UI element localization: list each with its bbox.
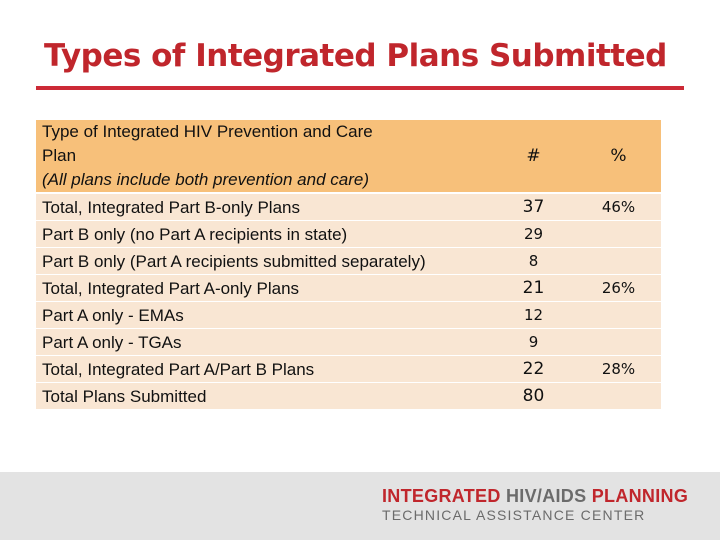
row-percent xyxy=(576,328,661,356)
row-label: Total, Integrated Part A/Part B Plans xyxy=(36,355,491,383)
header-type-cell: Type of Integrated HIV Prevention and Ca… xyxy=(36,120,491,194)
header-percent: % xyxy=(576,120,661,194)
row-count: 29 xyxy=(491,220,576,248)
logo-word-hiv-aids: HIV/AIDS xyxy=(505,486,587,506)
row-count: 8 xyxy=(491,247,576,275)
row-percent xyxy=(576,382,661,410)
row-label: Total, Integrated Part B-only Plans xyxy=(36,193,491,221)
row-count: 22 xyxy=(491,355,576,383)
table-row: Part B only (Part A recipients submitted… xyxy=(36,247,661,275)
table-row: Part A only - EMAs 12 xyxy=(36,301,661,329)
header-type-line2: Plan xyxy=(42,146,77,165)
header-type-line1: Type of Integrated HIV Prevention and Ca… xyxy=(42,122,373,141)
logo-word-integrated: INTEGRATED xyxy=(382,486,501,506)
itac-logo: INTEGRATED HIV/AIDS PLANNING xyxy=(382,486,688,507)
row-label: Total, Integrated Part A-only Plans xyxy=(36,274,491,302)
table-row: Part B only (no Part A recipients in sta… xyxy=(36,220,661,248)
table-row: Part A only - TGAs 9 xyxy=(36,328,661,356)
page-title: Types of Integrated Plans Submitted xyxy=(44,38,667,74)
table-row: Total Plans Submitted 80 xyxy=(36,382,661,410)
row-label: Part A only - TGAs xyxy=(36,328,491,356)
logo-subtitle: TECHNICAL ASSISTANCE CENTER xyxy=(382,507,646,523)
row-label: Part A only - EMAs xyxy=(36,301,491,329)
row-percent xyxy=(576,247,661,275)
row-label: Part B only (no Part A recipients in sta… xyxy=(36,220,491,248)
row-label: Total Plans Submitted xyxy=(36,382,491,410)
row-count: 80 xyxy=(491,382,576,410)
row-count: 21 xyxy=(491,274,576,302)
row-count: 9 xyxy=(491,328,576,356)
row-label: Part B only (Part A recipients submitted… xyxy=(36,247,491,275)
plans-table: Type of Integrated HIV Prevention and Ca… xyxy=(36,120,661,410)
table-row: Total, Integrated Part B-only Plans 37 4… xyxy=(36,193,661,221)
row-percent xyxy=(576,220,661,248)
row-percent: 28% xyxy=(576,355,661,383)
logo-word-planning: PLANNING xyxy=(591,486,689,506)
footer-band xyxy=(0,472,720,540)
row-count: 37 xyxy=(491,193,576,221)
row-percent: 26% xyxy=(576,274,661,302)
header-count: # xyxy=(491,120,576,194)
table-header-row: Type of Integrated HIV Prevention and Ca… xyxy=(36,120,661,194)
table-row: Total, Integrated Part A-only Plans 21 2… xyxy=(36,274,661,302)
row-count: 12 xyxy=(491,301,576,329)
row-percent: 46% xyxy=(576,193,661,221)
table-row: Total, Integrated Part A/Part B Plans 22… xyxy=(36,355,661,383)
header-type-note: (All plans include both prevention and c… xyxy=(42,170,369,189)
row-percent xyxy=(576,301,661,329)
title-divider xyxy=(36,86,684,90)
